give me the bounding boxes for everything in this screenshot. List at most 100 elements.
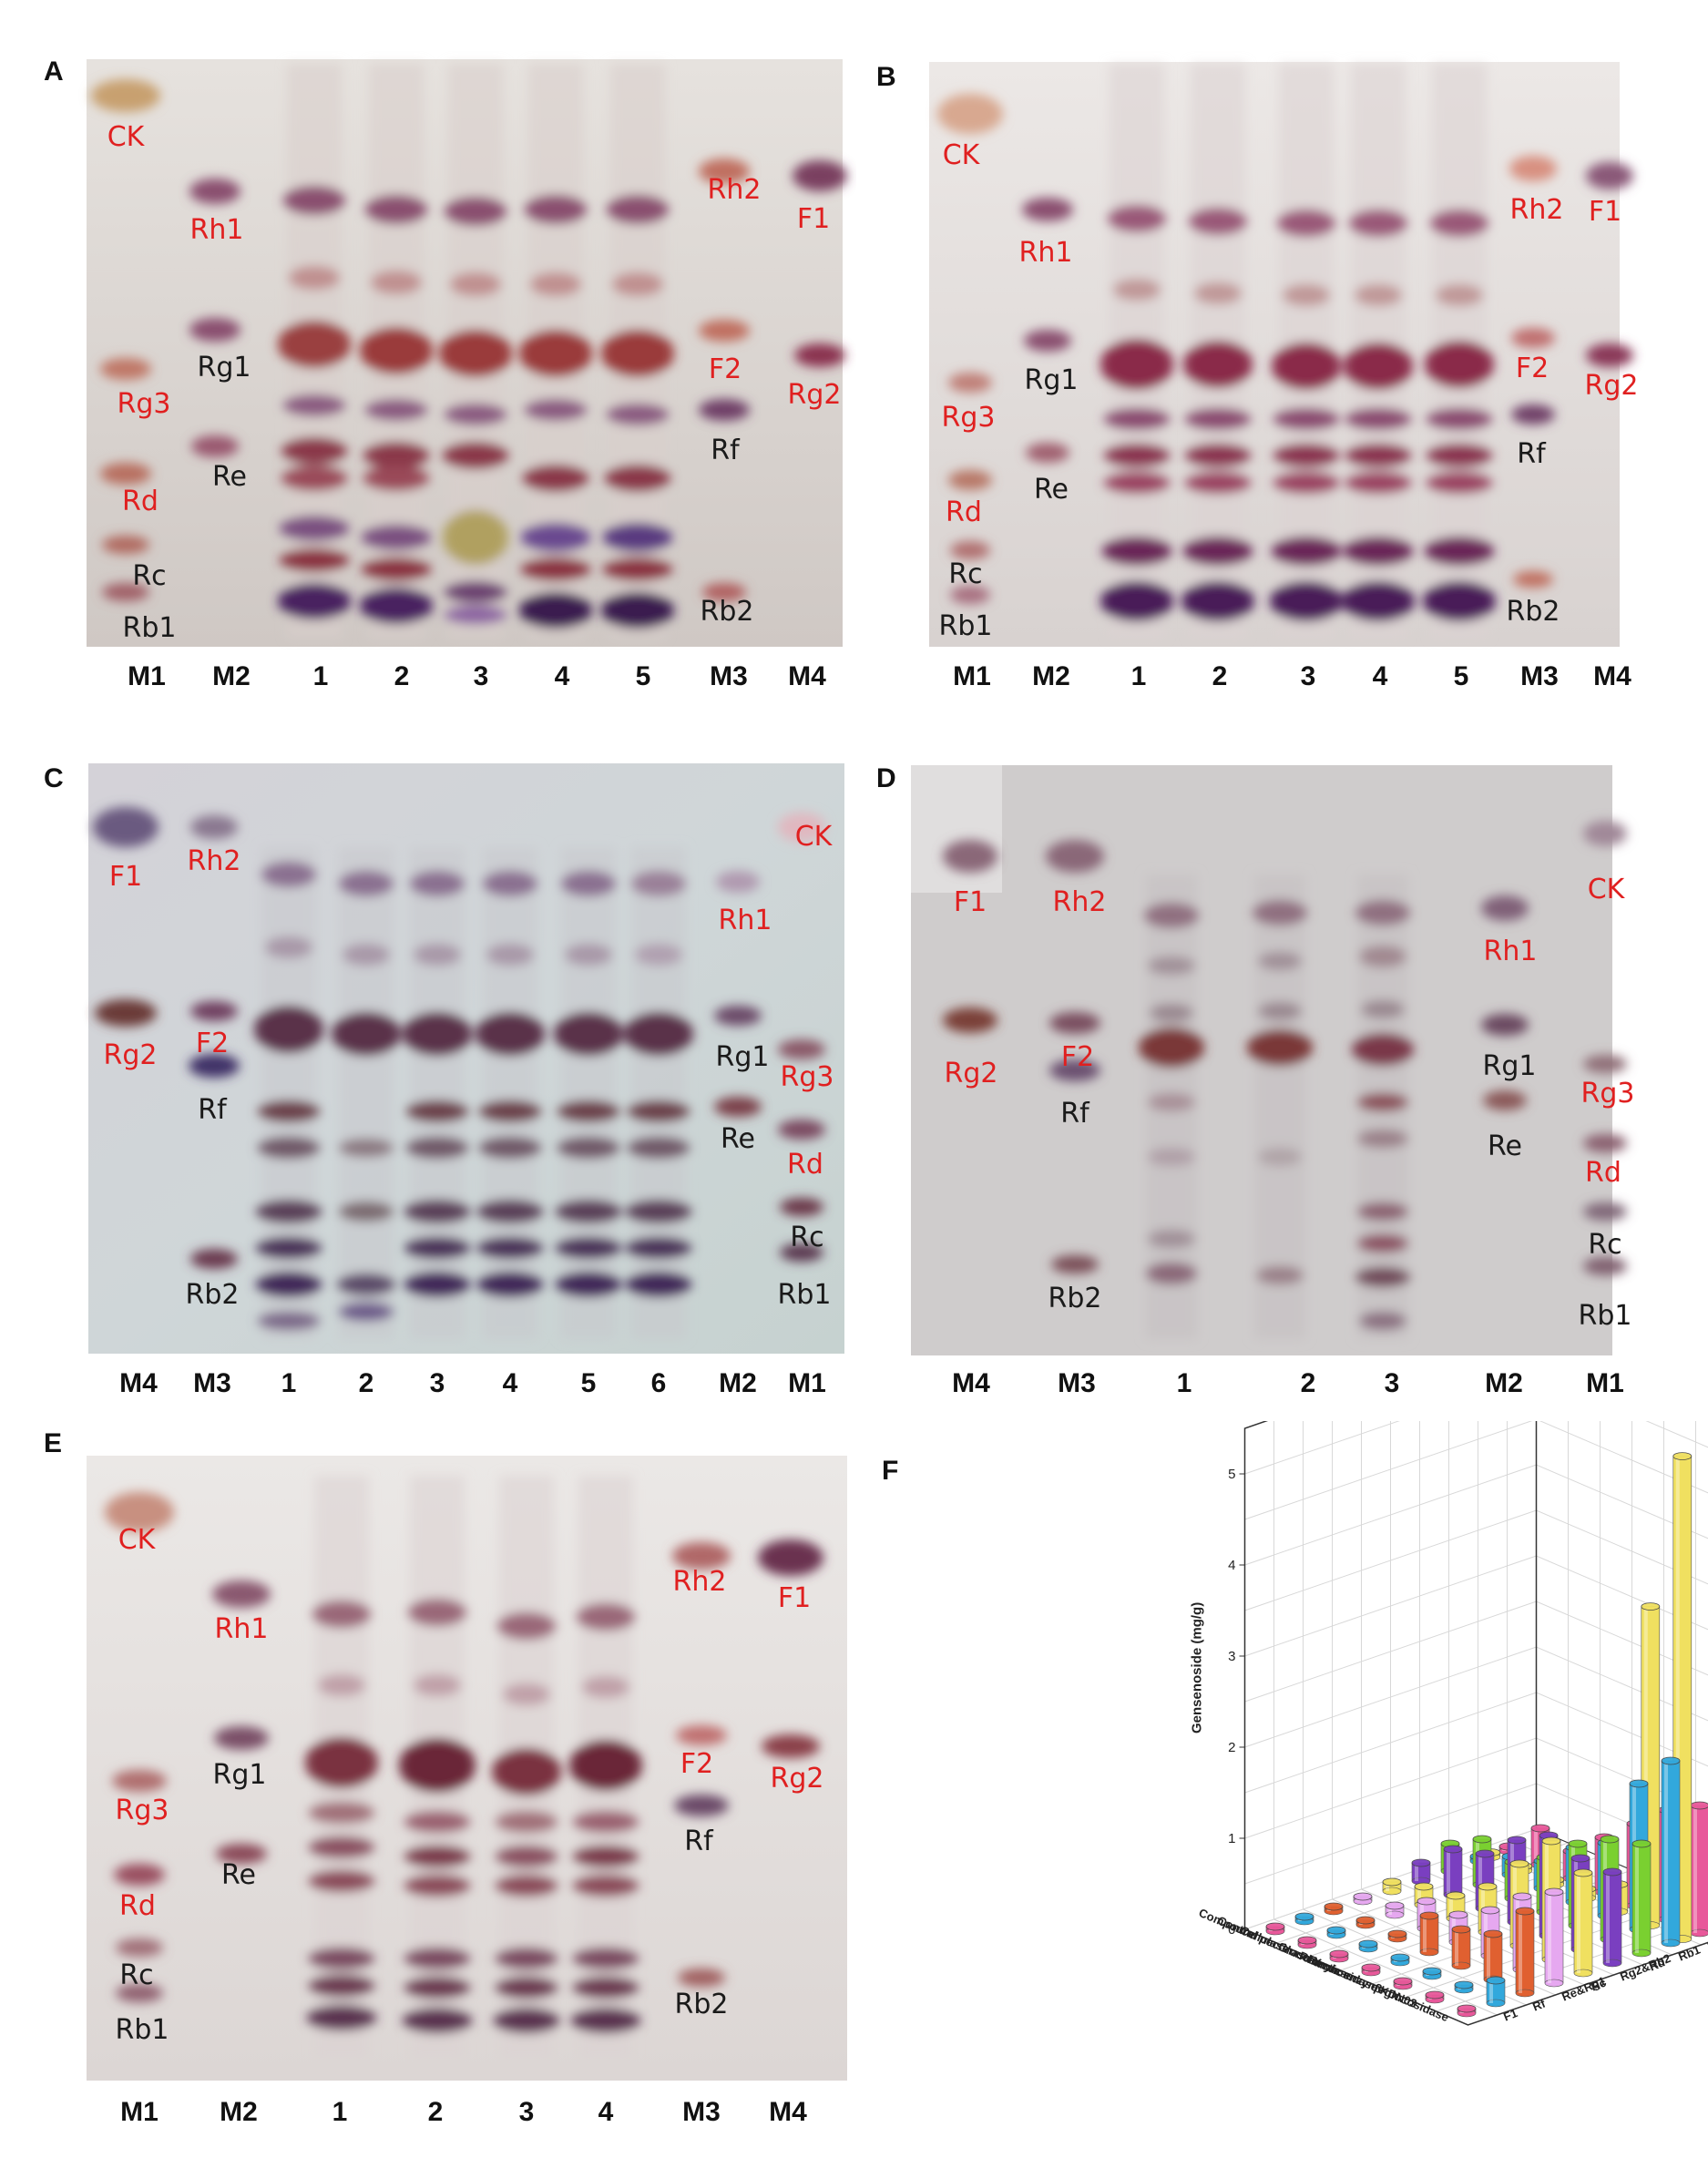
tlc-plate-glare xyxy=(911,765,1002,893)
lane-label: 2 xyxy=(428,2097,444,2127)
bar xyxy=(1457,2004,1477,2018)
lane-label: M2 xyxy=(719,1368,757,1398)
lane-labels: M1 M2 1 2 3 4 5 M3 M4 xyxy=(953,661,1631,691)
std-label-rg1: Rg1 xyxy=(198,352,251,384)
bar xyxy=(1326,1926,1346,1939)
bar-highlight xyxy=(1519,1911,1522,1993)
bar-top xyxy=(1661,1756,1681,1765)
std-label-rd: Rd xyxy=(787,1149,823,1181)
std-label-f1: F1 xyxy=(778,1582,811,1614)
std-label-rh2: Rh2 xyxy=(708,174,762,206)
std-label-ck: CK xyxy=(118,1524,157,1556)
std-label-re: Re xyxy=(1034,474,1069,506)
bar-highlight xyxy=(1548,1892,1551,1983)
lane-label: M3 xyxy=(682,2097,721,2127)
std-label-rd: Rd xyxy=(119,1890,156,1922)
bar-top xyxy=(1507,1836,1527,1845)
chart-bars xyxy=(1265,1452,1708,2018)
std-label-rc: Rc xyxy=(1588,1229,1621,1261)
panel-letter-a: A xyxy=(44,56,64,87)
bar-top xyxy=(1544,1887,1564,1897)
std-label-rc: Rc xyxy=(132,560,166,592)
bar xyxy=(1422,1967,1442,1980)
lane-label: 3 xyxy=(519,2097,535,2127)
bar-highlight xyxy=(1447,1849,1450,1895)
std-label-rc: Rc xyxy=(790,1222,823,1253)
bar-highlight xyxy=(1417,1887,1421,1905)
bar xyxy=(1411,1858,1431,1886)
std-label-rd: Rd xyxy=(946,496,982,528)
lane-label: 1 xyxy=(1177,1368,1192,1398)
std-label-rg1: Rg1 xyxy=(1483,1050,1537,1082)
std-label-rg1: Rg1 xyxy=(1025,364,1079,396)
bar-top xyxy=(1422,1967,1442,1976)
bar-highlight xyxy=(1478,1854,1482,1908)
bar-base xyxy=(1544,1979,1564,1988)
bar xyxy=(1329,1949,1349,1963)
bar xyxy=(1385,1901,1405,1919)
lane-label: 2 xyxy=(1212,661,1228,691)
std-label-rg1: Rg1 xyxy=(716,1041,770,1073)
bar-top xyxy=(1358,1939,1378,1948)
bar-top xyxy=(1411,1858,1431,1867)
bar xyxy=(1661,1756,1681,1948)
bar-highlight xyxy=(1388,1906,1392,1915)
std-label-rd: Rd xyxy=(1585,1157,1621,1189)
bar-top xyxy=(1530,1824,1550,1833)
lane-label: M2 xyxy=(220,2097,258,2127)
bar-top xyxy=(1443,1845,1463,1854)
wall-gridline xyxy=(1244,1601,1708,1703)
std-label-rg2: Rg2 xyxy=(788,379,842,411)
bar-base xyxy=(1486,1999,1506,2008)
bar-top xyxy=(1297,1936,1317,1945)
std-label-rh2: Rh2 xyxy=(188,845,241,877)
bar-top xyxy=(1480,1906,1500,1915)
std-label-f2: F2 xyxy=(680,1748,713,1780)
bar-top xyxy=(1629,1779,1649,1788)
bar xyxy=(1573,1868,1593,1978)
series-label: Rb1 xyxy=(1676,1943,1702,1964)
bar xyxy=(1387,1929,1407,1943)
bar-body xyxy=(1690,1805,1708,1934)
lane-label: 5 xyxy=(1454,661,1469,691)
bar-top xyxy=(1631,1839,1652,1848)
bar-top xyxy=(1512,1892,1532,1901)
lane-label: 3 xyxy=(1385,1368,1400,1398)
y-tick-label: 2 xyxy=(1228,1740,1235,1755)
bar-highlight xyxy=(1635,1844,1639,1953)
bar-highlight xyxy=(1606,1872,1610,1963)
bar xyxy=(1631,1839,1652,1958)
bar-top xyxy=(1515,1907,1535,1916)
bar-top xyxy=(1541,1836,1561,1846)
bar xyxy=(1324,1902,1344,1916)
wall-gridline xyxy=(1244,1421,1708,1475)
bar-highlight xyxy=(1423,1916,1427,1952)
std-label-f2: F2 xyxy=(1516,353,1549,384)
bar xyxy=(1690,1801,1708,1938)
series-label: Rf xyxy=(1530,1996,1548,2013)
panel-letter-d: D xyxy=(876,763,896,793)
bar-top xyxy=(1672,1452,1693,1460)
y-tick-label: 5 xyxy=(1228,1467,1235,1482)
lane-label: 6 xyxy=(651,1368,667,1398)
bar xyxy=(1544,1887,1564,1988)
chart-box xyxy=(1243,1421,1708,2026)
bar-top xyxy=(1265,1922,1285,1931)
tlc-sample-lanes xyxy=(278,64,674,638)
series-label: Rc xyxy=(1589,1976,1608,1994)
bar xyxy=(1515,1907,1535,1998)
lane-label: 2 xyxy=(394,661,410,691)
bar-highlight xyxy=(1693,1805,1697,1933)
lane-label: 3 xyxy=(1301,661,1316,691)
lane-label: 2 xyxy=(359,1368,374,1398)
series-label: F2 xyxy=(1705,1936,1708,1954)
floor-gridline xyxy=(1273,1918,1498,2016)
bar-top xyxy=(1475,1849,1495,1858)
wall-gridline xyxy=(1244,1421,1708,1520)
bar xyxy=(1294,1912,1314,1926)
std-label-rf: Rf xyxy=(684,1826,714,1857)
bar-top xyxy=(1454,1980,1474,1989)
std-label-rg2: Rg2 xyxy=(771,1763,824,1795)
bar-highlight xyxy=(1577,1873,1580,1973)
std-label-rf: Rf xyxy=(1517,438,1547,470)
